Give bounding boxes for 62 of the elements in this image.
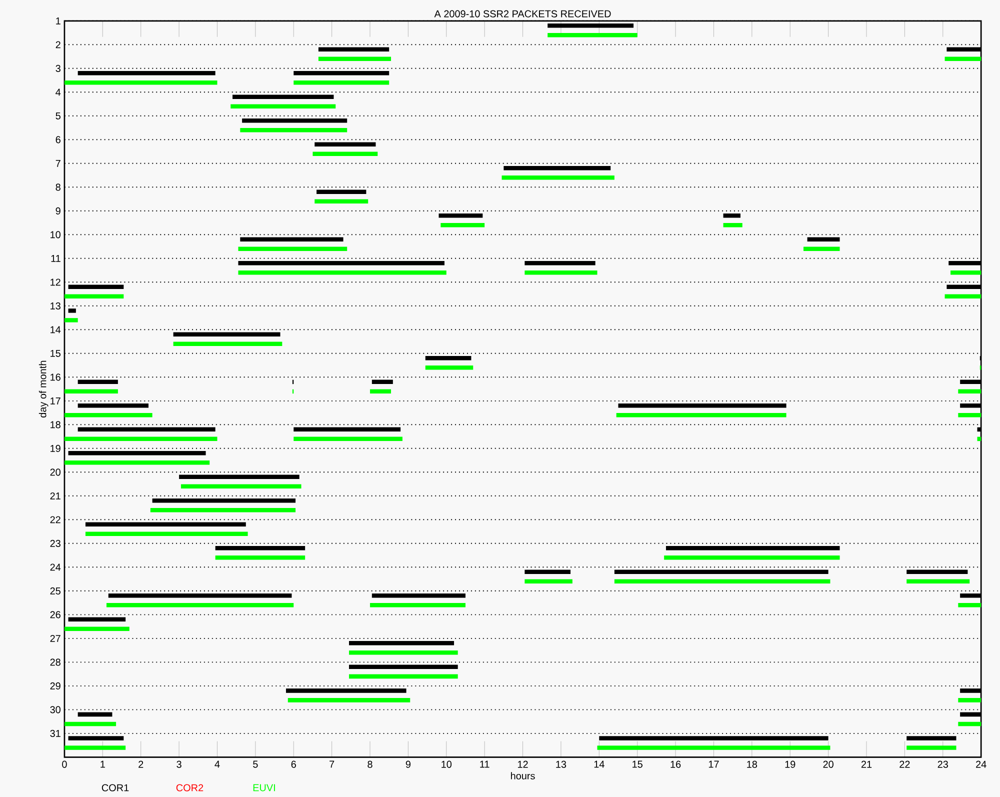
x-tick-label: 18: [747, 760, 758, 768]
x-tick-label: 23: [938, 760, 948, 768]
x-tick-label: 15: [632, 760, 642, 768]
y-tick-label: 14: [50, 326, 61, 334]
y-tick-label: 4: [56, 88, 61, 96]
chart-title: A 2009-10 SSR2 PACKETS RECEIVED: [434, 10, 611, 18]
y-tick-label: 11: [51, 254, 60, 262]
y-tick-label: 24: [50, 564, 61, 571]
y-tick-label: 21: [50, 492, 60, 500]
x-tick-label: 10: [442, 760, 452, 768]
y-tick-label: 29: [50, 682, 60, 690]
x-tick-label: 3: [176, 760, 182, 768]
y-axis-title: day of month: [38, 360, 48, 418]
y-tick-label: 12: [50, 278, 60, 286]
x-tick-label: 0: [62, 760, 67, 768]
y-tick-label: 8: [56, 184, 60, 191]
legend-label: COR2: [176, 784, 204, 792]
x-tick-label: 22: [900, 760, 910, 768]
x-tick-label: 4: [214, 760, 220, 768]
x-tick-label: 13: [556, 760, 566, 768]
y-tick-label: 15: [50, 350, 60, 357]
x-tick-label: 9: [406, 760, 410, 768]
x-tick-label: 8: [368, 760, 372, 768]
y-tick-label: 13: [50, 302, 60, 310]
y-tick-label: 16: [50, 374, 60, 381]
y-tick-label: 10: [50, 231, 60, 238]
y-tick-label: 31: [50, 730, 60, 737]
y-tick-label: 23: [50, 540, 60, 547]
x-tick-label: 5: [253, 760, 258, 768]
y-tick-label: 7: [56, 160, 60, 167]
y-tick-label: 3: [56, 64, 60, 72]
y-tick-label: 2: [56, 41, 60, 48]
x-tick-label: 6: [291, 760, 296, 768]
y-tick-label: 9: [56, 207, 60, 214]
y-tick-label: 17: [50, 397, 60, 404]
x-axis-title: hours: [510, 772, 535, 780]
y-tick-label: 28: [50, 658, 60, 666]
y-tick-label: 27: [50, 634, 60, 642]
x-tick-label: 7: [330, 760, 334, 768]
x-tick-label: 21: [861, 760, 872, 768]
text: EUVI: [253, 784, 275, 792]
x-tick-label: 17: [708, 760, 719, 768]
y-tick-label: 18: [50, 421, 60, 428]
y-tick-label: 5: [56, 112, 60, 120]
y-tick-label: 22: [50, 516, 60, 524]
x-tick-label: 12: [518, 760, 528, 768]
y-tick-label: 26: [50, 611, 60, 618]
x-tick-label: 1: [100, 760, 105, 768]
y-tick-label: 30: [50, 706, 60, 714]
text: COR1: [102, 784, 129, 792]
x-tick-label: 14: [594, 760, 604, 768]
y-tick-label: 19: [50, 444, 60, 452]
y-tick-label: 20: [50, 468, 60, 476]
y-tick-label: 6: [56, 136, 60, 144]
x-tick-label: 16: [670, 760, 681, 768]
y-tick-label: 1: [56, 17, 60, 24]
y-tick-label: 25: [50, 587, 60, 594]
x-tick-label: 11: [480, 760, 490, 768]
x-tick-label: 20: [823, 760, 834, 768]
x-tick-label: 24: [976, 760, 986, 768]
x-tick-label: 19: [785, 760, 796, 768]
x-tick-label: 2: [138, 760, 144, 768]
